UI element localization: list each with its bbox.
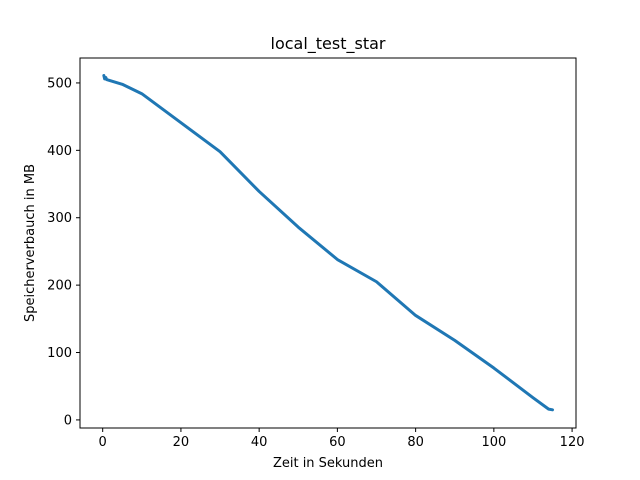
x-axis-ticks: 0 20 40 60 80 100 120 [99, 428, 585, 450]
x-tick-label: 60 [329, 435, 346, 450]
series-layer [102, 74, 555, 412]
y-tick-label: 200 [47, 279, 72, 294]
x-axis-label: Zeit in Sekunden [273, 456, 383, 471]
y-tick-label: 0 [64, 413, 72, 428]
chart-title: local_test_star [271, 34, 386, 54]
x-tick-label: 40 [251, 435, 268, 450]
y-tick-label: 100 [47, 346, 72, 361]
x-tick-label: 0 [99, 435, 107, 450]
x-tick-label: 100 [481, 435, 506, 450]
y-tick-label: 400 [47, 144, 72, 159]
y-axis-label: Speicherverbauch in MB [23, 164, 38, 322]
y-tick-label: 500 [47, 76, 72, 91]
y-axis-ticks: 0 100 200 300 400 500 [47, 76, 80, 428]
series-line [102, 74, 555, 412]
x-tick-label: 20 [173, 435, 190, 450]
x-tick-label: 80 [407, 435, 424, 450]
x-tick-label: 120 [560, 435, 585, 450]
y-tick-label: 300 [47, 211, 72, 226]
